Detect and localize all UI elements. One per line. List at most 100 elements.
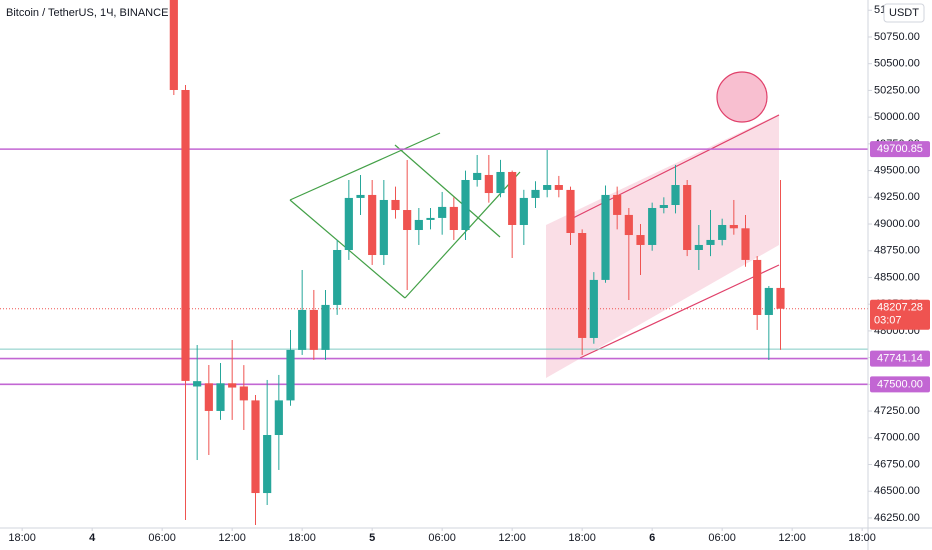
candle-body [403, 210, 412, 231]
candle-body [321, 304, 330, 350]
x-tick-label: 18:00 [848, 532, 876, 544]
candle-body [613, 194, 622, 215]
x-tick-label: 5 [369, 532, 375, 544]
candle-body [566, 189, 575, 234]
candle-body [251, 400, 260, 494]
candle-body [449, 206, 458, 231]
x-tick-label: 12:00 [498, 532, 526, 544]
last-price-label: 48207.28 [877, 302, 923, 314]
y-tick-label: 46750.00 [874, 458, 920, 470]
y-tick-label: 48500.00 [874, 271, 920, 283]
candle-body [729, 224, 738, 229]
y-tick-label: 46250.00 [874, 512, 920, 524]
y-tick-label: 49250.00 [874, 191, 920, 203]
y-tick-label: 50250.00 [874, 84, 920, 96]
x-tick-label: 12:00 [778, 532, 806, 544]
candle-body [671, 185, 680, 205]
candle-body [379, 199, 388, 256]
candle-body [286, 349, 295, 401]
price-label-box [870, 141, 930, 158]
candle-body [414, 219, 423, 231]
candle-body [461, 179, 470, 231]
candle-body [531, 189, 540, 198]
candle-body [764, 287, 773, 315]
candle-body [333, 249, 342, 305]
candle-body [589, 279, 598, 338]
price-label-box [870, 350, 930, 367]
y-tick-label: 50500.00 [874, 58, 920, 70]
x-tick-label: 18:00 [8, 532, 36, 544]
candle-body [543, 185, 552, 190]
candle-body [718, 224, 727, 240]
candle-body [578, 233, 587, 338]
candle-body [508, 171, 517, 225]
y-tick-label: 50750.00 [874, 31, 920, 43]
plot [0, 0, 868, 525]
price-label-box [870, 376, 930, 393]
price-label: 47741.14 [877, 352, 923, 364]
candle-body [601, 194, 610, 280]
candle-body [519, 197, 528, 225]
candle-body [181, 89, 190, 381]
candle-body [484, 174, 493, 194]
candle-body [274, 400, 283, 436]
y-tick-label: 48750.00 [874, 245, 920, 257]
candle-body [648, 207, 657, 245]
channel-fill [546, 114, 779, 378]
candle-body [263, 435, 272, 494]
candle-body [706, 239, 715, 245]
x-tick-label: 06:00 [708, 532, 736, 544]
candle-body [426, 217, 435, 220]
y-tick-label: 47250.00 [874, 405, 920, 417]
pattern-line [394, 144, 501, 238]
candle-body [204, 383, 213, 411]
last-price-box [870, 299, 930, 330]
countdown-label: 03:07 [874, 315, 902, 327]
candle-body [368, 194, 377, 256]
candle-body [239, 386, 248, 401]
candle-body [496, 171, 505, 194]
y-tick-label: 46500.00 [874, 485, 920, 497]
candle-body [356, 194, 365, 198]
candle-body [344, 197, 353, 250]
x-tick-label: 06:00 [148, 532, 176, 544]
x-tick-label: 18:00 [288, 532, 316, 544]
y-tick-label: 49500.00 [874, 164, 920, 176]
candle-body [309, 309, 318, 350]
x-tick-label: 06:00 [428, 532, 456, 544]
candle-body [391, 199, 400, 211]
pattern-line [289, 132, 441, 201]
candle-body [298, 309, 307, 350]
candle-body [216, 383, 225, 411]
y-tick-label: 49000.00 [874, 218, 920, 230]
chart-title: Bitcoin / TetherUS, 1Ч, BINANCE [6, 7, 168, 19]
candle-body [193, 381, 202, 387]
currency-badge [883, 3, 925, 23]
currency-label: USDT [889, 7, 919, 19]
candle-body [683, 185, 692, 250]
candle-body [753, 259, 762, 315]
price-label: 49700.85 [877, 143, 923, 155]
x-tick-label: 4 [89, 532, 96, 544]
candle-body [636, 235, 645, 245]
price-label: 47500.00 [877, 378, 923, 390]
candle-body [659, 204, 668, 208]
x-tick-label: 12:00 [218, 532, 246, 544]
x-tick-label: 18:00 [568, 532, 596, 544]
candle-body [694, 244, 703, 250]
y-tick-label: 47000.00 [874, 432, 920, 444]
y-tick-label: 50000.00 [874, 111, 920, 123]
candle-body [438, 206, 447, 218]
candle-body [554, 185, 563, 190]
candle-body [624, 214, 633, 236]
x-tick-label: 6 [649, 532, 655, 544]
candle-body [776, 287, 785, 309]
candle-body [473, 172, 482, 180]
channel-line [579, 264, 780, 359]
candle-body [228, 383, 237, 388]
candle-body [169, 0, 178, 90]
candle-body [741, 228, 750, 260]
marker-circle [716, 71, 768, 123]
